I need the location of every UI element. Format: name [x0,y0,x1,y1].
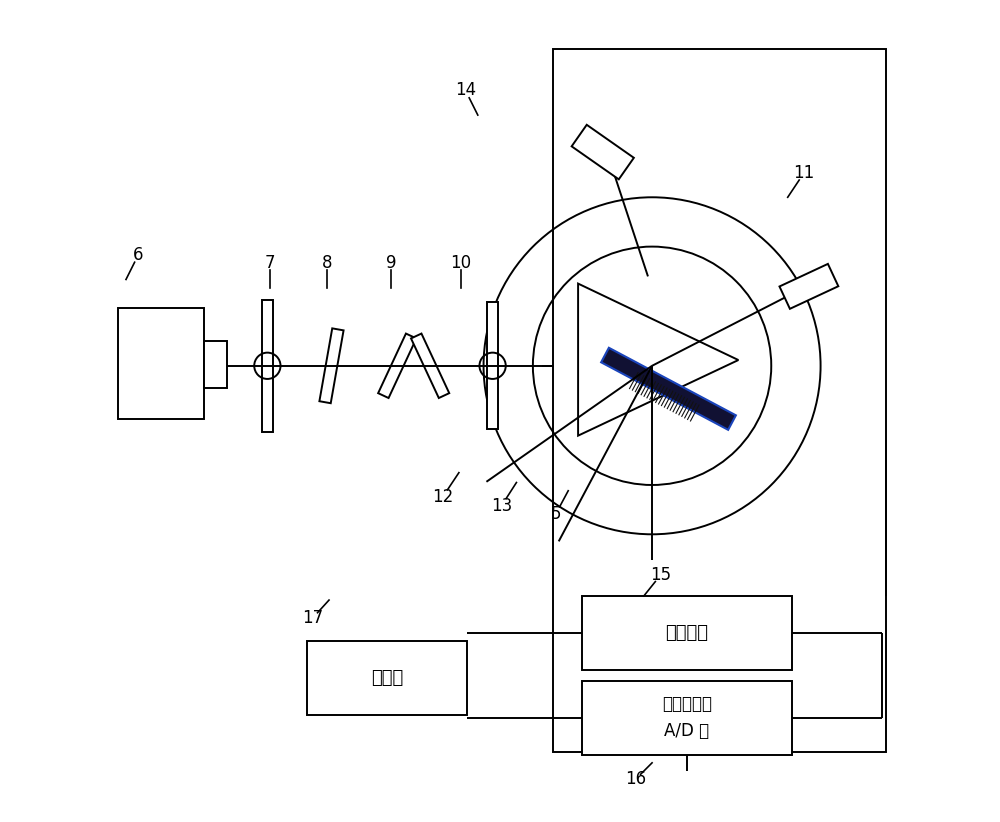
Bar [262,300,273,432]
Bar [582,681,792,755]
Polygon shape [378,334,416,398]
Text: 7: 7 [265,254,275,272]
Text: 10: 10 [450,254,471,272]
Text: 17: 17 [302,609,323,627]
Text: 信号放大与
A/D 卡: 信号放大与 A/D 卡 [662,695,712,740]
Text: 15: 15 [650,566,671,584]
Bar [582,596,792,670]
Text: 9: 9 [386,254,397,272]
Polygon shape [411,334,449,398]
Bar [553,49,886,752]
Bar [204,341,227,388]
Text: 11: 11 [794,164,815,182]
Bar [307,641,467,715]
Polygon shape [779,264,838,309]
Text: 计算机: 计算机 [371,669,403,687]
Text: 6: 6 [133,246,144,264]
Polygon shape [601,348,736,430]
Text: 13: 13 [491,496,512,515]
Polygon shape [319,328,344,404]
Bar [487,302,498,429]
Text: 8: 8 [322,254,333,272]
Text: 12: 12 [432,488,453,506]
Bar [118,308,204,419]
Text: 步进电机: 步进电机 [666,624,709,642]
Text: 16: 16 [625,770,646,788]
Text: 14: 14 [455,81,476,99]
Polygon shape [572,125,634,179]
Text: 5: 5 [551,505,561,523]
